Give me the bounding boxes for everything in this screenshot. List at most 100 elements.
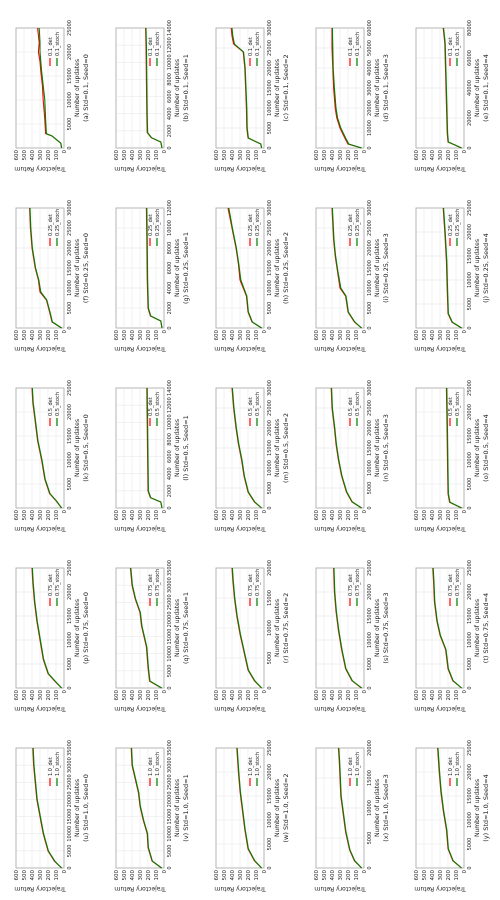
x-tick-label: 20000 bbox=[267, 420, 273, 436]
y-tick-label: 500 bbox=[22, 870, 28, 881]
y-tick-label: 100 bbox=[454, 870, 460, 881]
y-tick-label: 600 bbox=[214, 330, 220, 341]
y-axis-label: Trajectory Return bbox=[114, 165, 167, 172]
y-tick-label: 600 bbox=[114, 870, 120, 881]
y-tick-label: 600 bbox=[314, 690, 320, 701]
y-tick-label: 400 bbox=[330, 330, 336, 341]
legend-label-det: 0.1_det bbox=[448, 37, 454, 56]
x-axis-label: Number of updates bbox=[274, 779, 281, 837]
y-tick-label: 300 bbox=[138, 150, 144, 161]
y-tick-label: 500 bbox=[422, 690, 428, 701]
x-tick-label: 0 bbox=[267, 686, 273, 689]
y-tick-label: 600 bbox=[14, 150, 20, 161]
y-tick-label: 400 bbox=[330, 690, 336, 701]
y-tick-label: 600 bbox=[414, 330, 420, 341]
x-tick-label: 0 bbox=[367, 146, 373, 149]
x-axis-label: Number of updates bbox=[174, 779, 181, 837]
y-tick-label: 500 bbox=[422, 870, 428, 881]
legend-label-det: 1.0_det bbox=[48, 757, 54, 776]
y-tick-label: 400 bbox=[130, 330, 136, 341]
y-axis-label: Trajectory Return bbox=[214, 345, 267, 352]
y-tick-label: 300 bbox=[38, 330, 44, 341]
legend-label-stoch: 0.25_stoch bbox=[55, 209, 61, 236]
y-tick-label: 0 bbox=[62, 150, 68, 154]
legend-label-stoch: 0.5_stoch bbox=[455, 392, 461, 416]
x-tick-label: 0 bbox=[67, 506, 73, 509]
x-tick-label: 8000 bbox=[167, 433, 173, 446]
y-tick-label: 0 bbox=[62, 510, 68, 514]
x-tick-label: 20000 bbox=[67, 404, 73, 420]
legend-label-stoch: 0.1_stoch bbox=[55, 32, 61, 56]
y-tick-label: 0 bbox=[362, 870, 368, 874]
subplot-r: 010020030040050060005000100001500020000N… bbox=[214, 560, 290, 712]
series-line-stoch bbox=[32, 747, 62, 869]
x-tick-label: 20000 bbox=[267, 240, 273, 256]
y-tick-label: 500 bbox=[22, 330, 28, 341]
y-tick-label: 400 bbox=[230, 330, 236, 341]
x-tick-label: 15000 bbox=[267, 260, 273, 276]
subplot-x: 010020030040050060005000100001500020000N… bbox=[314, 740, 390, 892]
y-tick-label: 200 bbox=[146, 690, 152, 701]
legend-label-det: 0.75_det bbox=[348, 574, 354, 596]
x-tick-label: 20000 bbox=[167, 791, 173, 807]
subplot-title: (u) Std=1.0, Seed=0 bbox=[82, 774, 90, 842]
subplot-n: 0100200300400500600050001000015000200002… bbox=[314, 380, 390, 532]
y-tick-label: 600 bbox=[14, 870, 20, 881]
legend-label-det: 1.0_det bbox=[248, 757, 254, 776]
x-tick-label: 2000 bbox=[167, 302, 173, 315]
y-tick-label: 500 bbox=[422, 510, 428, 521]
x-tick-label: 10000 bbox=[167, 414, 173, 430]
x-tick-label: 10000 bbox=[67, 826, 73, 842]
x-tick-label: 10000 bbox=[267, 460, 273, 476]
y-tick-label: 100 bbox=[154, 510, 160, 521]
y-tick-label: 200 bbox=[46, 690, 52, 701]
y-tick-label: 300 bbox=[438, 510, 444, 521]
legend-label-stoch: 0.75_stoch bbox=[155, 569, 161, 596]
legend-label-det: 0.25_det bbox=[48, 214, 54, 236]
x-tick-label: 25000 bbox=[67, 560, 73, 576]
x-tick-label: 15000 bbox=[67, 809, 73, 825]
y-axis-label: Trajectory Return bbox=[314, 705, 367, 712]
x-tick-label: 4000 bbox=[167, 107, 173, 120]
x-tick-label: 15000 bbox=[367, 608, 373, 624]
series-line-stoch bbox=[145, 27, 163, 149]
legend-label-stoch: 0.75_stoch bbox=[355, 569, 361, 596]
subplot-s: 0100200300400500600050001000015000200002… bbox=[314, 560, 390, 712]
y-axis-label: Trajectory Return bbox=[414, 165, 467, 172]
x-axis-label: Number of updates bbox=[74, 599, 81, 657]
x-tick-label: 30000 bbox=[367, 80, 373, 96]
legend-label-det: 0.5_det bbox=[148, 397, 154, 416]
y-tick-label: 200 bbox=[446, 510, 452, 521]
y-tick-label: 300 bbox=[338, 690, 344, 701]
y-tick-label: 400 bbox=[30, 150, 36, 161]
legend-label-det: 0.75_det bbox=[148, 574, 154, 596]
x-tick-label: 25000 bbox=[467, 740, 473, 756]
y-tick-label: 600 bbox=[414, 150, 420, 161]
x-tick-label: 10000 bbox=[167, 826, 173, 842]
x-tick-label: 30000 bbox=[267, 200, 273, 216]
x-tick-label: 15000 bbox=[367, 770, 373, 786]
y-tick-label: 300 bbox=[238, 870, 244, 881]
series-line-stoch bbox=[331, 27, 362, 149]
x-tick-label: 20000 bbox=[467, 224, 473, 240]
x-tick-label: 25000 bbox=[167, 774, 173, 790]
x-tick-label: 20000 bbox=[467, 110, 473, 126]
y-tick-label: 600 bbox=[214, 690, 220, 701]
y-axis-label: Trajectory Return bbox=[414, 885, 467, 892]
x-tick-label: 25000 bbox=[467, 380, 473, 396]
legend-label-det: 0.75_det bbox=[248, 574, 254, 596]
y-tick-label: 0 bbox=[62, 870, 68, 874]
y-tick-label: 200 bbox=[246, 330, 252, 341]
y-tick-label: 600 bbox=[314, 870, 320, 881]
x-axis-label: Number of updates bbox=[374, 239, 381, 297]
y-tick-label: 500 bbox=[122, 150, 128, 161]
legend-label-det: 0.5_det bbox=[248, 397, 254, 416]
x-tick-label: 5000 bbox=[467, 298, 473, 311]
y-tick-label: 600 bbox=[14, 690, 20, 701]
x-tick-label: 0 bbox=[167, 866, 173, 869]
x-tick-label: 15000 bbox=[367, 440, 373, 456]
x-tick-label: 25000 bbox=[367, 400, 373, 416]
y-tick-label: 300 bbox=[338, 870, 344, 881]
series-line-stoch bbox=[443, 27, 462, 149]
